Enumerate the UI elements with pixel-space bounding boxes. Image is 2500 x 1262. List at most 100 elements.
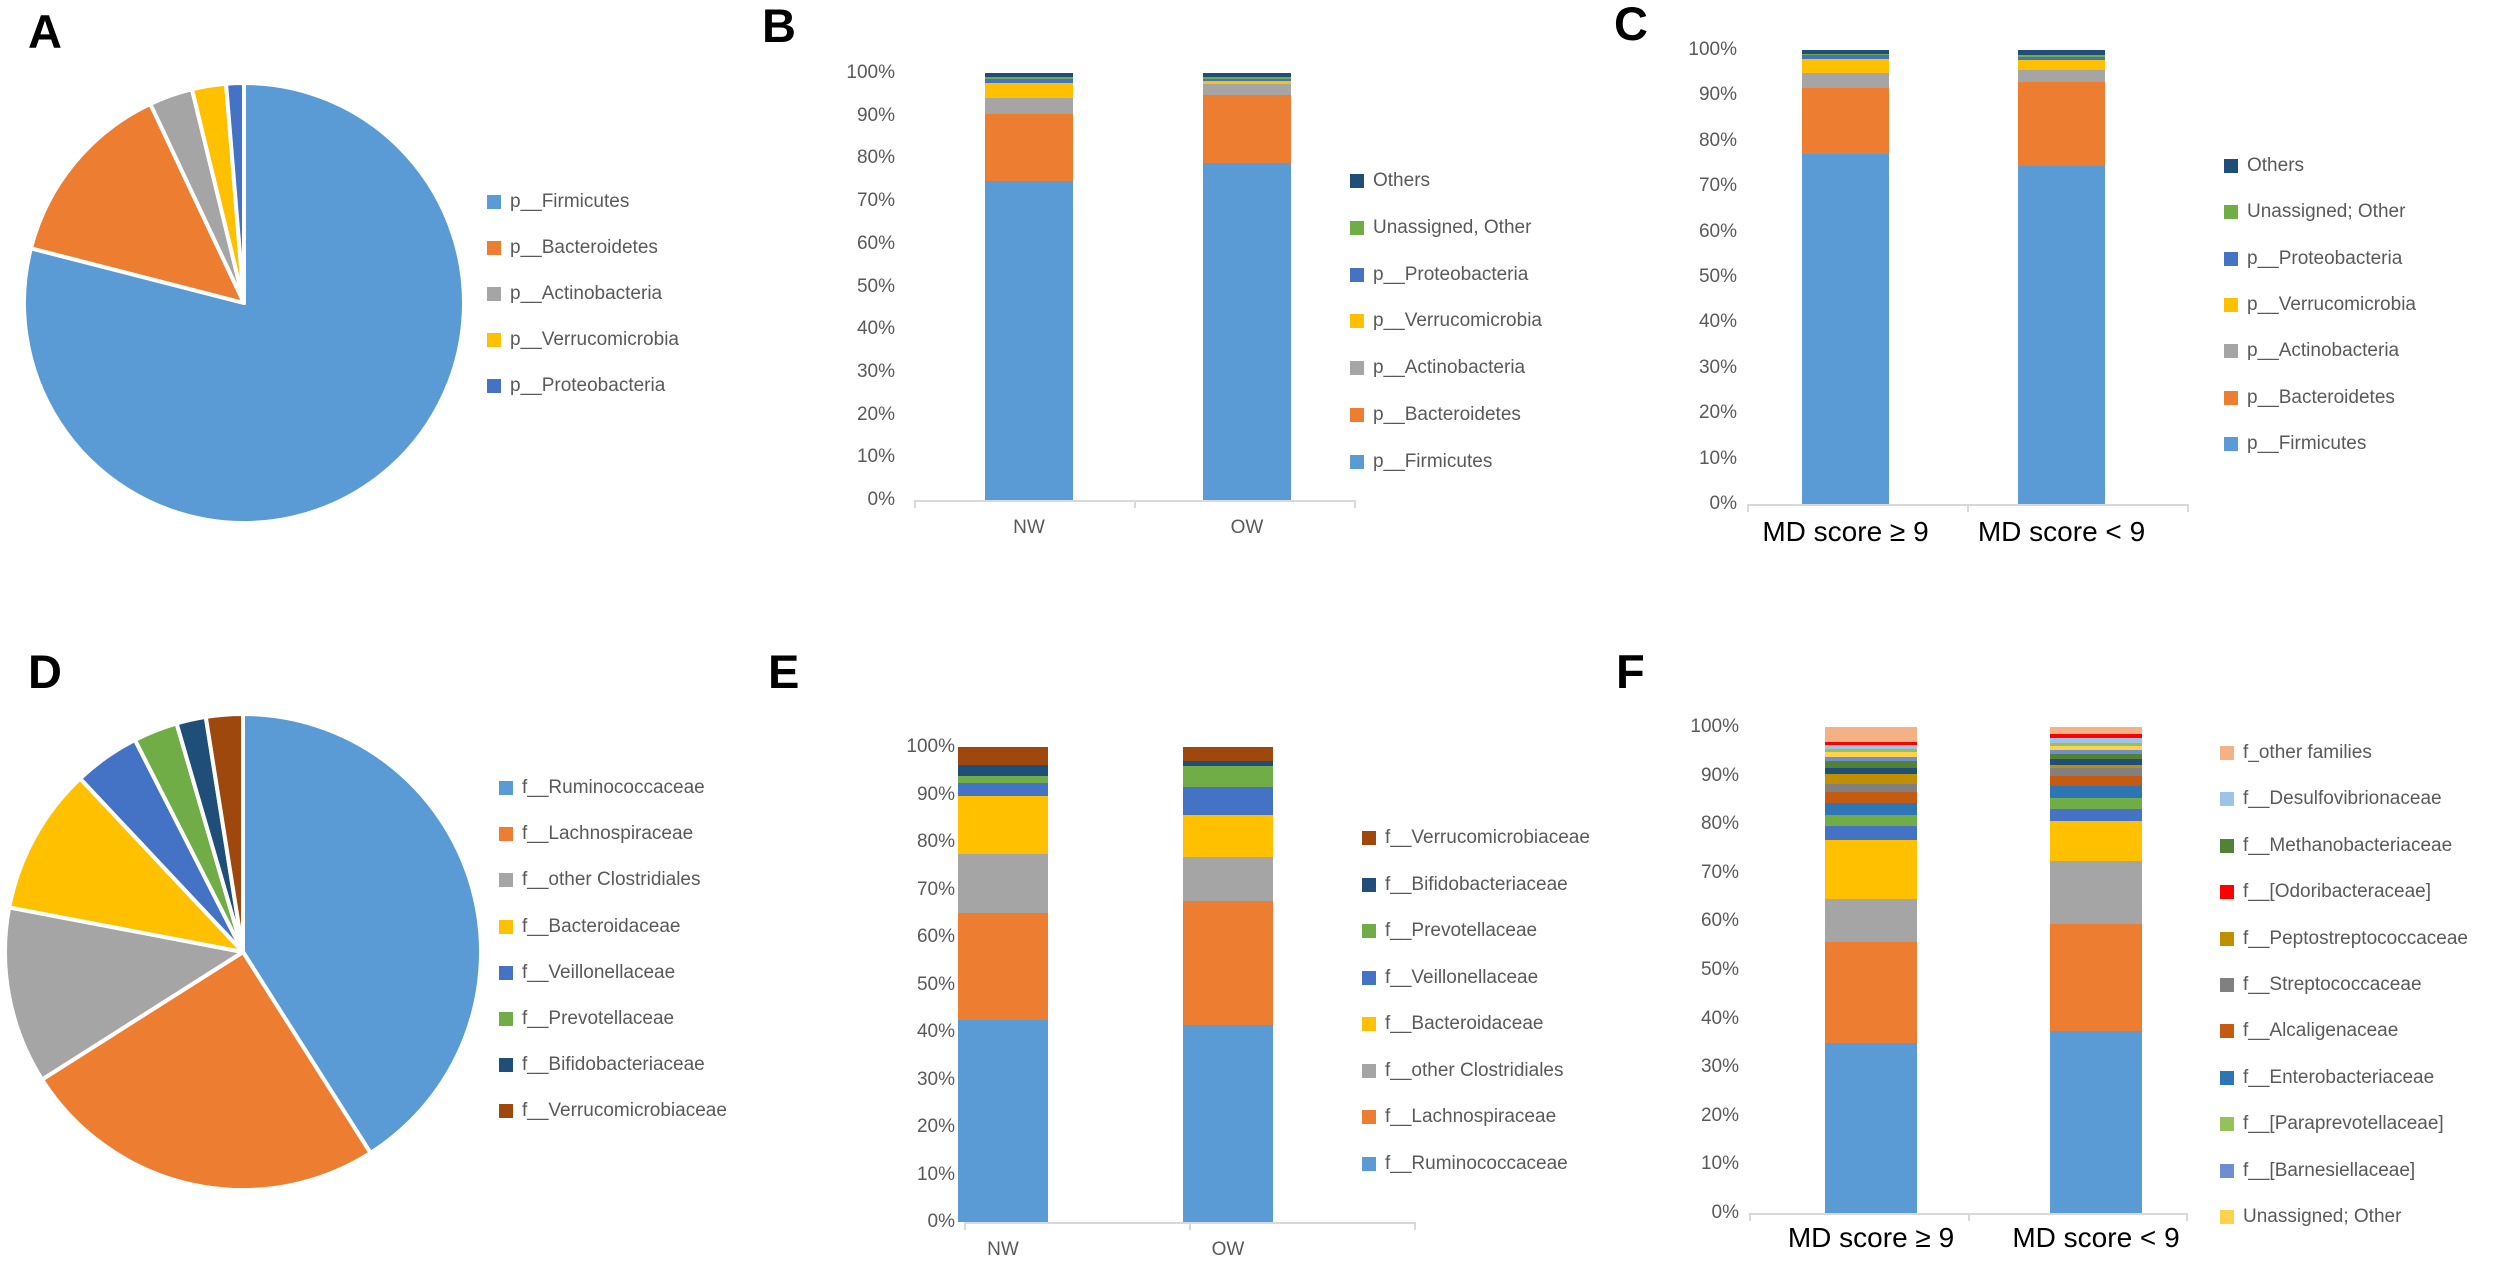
bar-segment	[1203, 162, 1291, 500]
legend-item: p__Firmicutes	[487, 191, 629, 213]
legend-item: f_other families	[2220, 742, 2372, 764]
legend-item: p__Actinobacteria	[2224, 340, 2399, 362]
legend-label: p__Actinobacteria	[2247, 340, 2400, 362]
legend-swatch	[2220, 1070, 2234, 1085]
legend-item: p__Proteobacteria	[1350, 264, 1528, 286]
bar-segment	[1203, 77, 1291, 80]
x-category-label: MD score < 9	[2012, 1222, 2180, 1253]
y-tick-label: 20%	[1700, 1104, 1739, 1126]
bar-segment	[1802, 59, 1889, 73]
y-tick-label: 30%	[856, 360, 895, 382]
legend-label: f__Alcaligenaceae	[2243, 1020, 2399, 1042]
bar-segment	[1825, 767, 1917, 774]
legend-swatch	[2224, 251, 2238, 266]
legend-swatch	[1362, 1017, 1376, 1031]
axis-tick	[1967, 504, 1969, 512]
bar-segment	[2050, 797, 2142, 809]
bar-segment	[1183, 814, 1273, 857]
y-tick-label: 100%	[1690, 716, 1739, 737]
y-tick-label: 20%	[1698, 402, 1737, 424]
legend-swatch	[1350, 314, 1364, 329]
legend-label: p__Verrucomicrobia	[510, 329, 679, 350]
bar-segment	[1203, 81, 1291, 84]
legend-item: p__Proteobacteria	[487, 375, 665, 397]
legend-swatch	[2224, 159, 2238, 173]
y-tick-label: 40%	[916, 1021, 955, 1042]
legend-swatch	[1362, 970, 1376, 985]
bar-segment	[2018, 54, 2105, 58]
bar-segment	[1203, 95, 1291, 163]
legend-swatch	[499, 827, 513, 842]
pie-slice	[7, 776, 245, 954]
y-tick-label: 90%	[856, 104, 895, 126]
x-category-label: MD score < 9	[1977, 516, 2146, 547]
legend-swatch	[2224, 205, 2238, 220]
y-tick-label: 80%	[1698, 129, 1737, 151]
legend-swatch	[2224, 344, 2238, 359]
legend-item: f__Bifidobacteriaceae	[1362, 874, 1568, 896]
legend-label: p__Verrucomicrobia	[1373, 310, 1542, 332]
legend-label: p__Bacteroidetes	[2247, 386, 2395, 408]
bar-segment	[1203, 83, 1291, 96]
pie-slice	[40, 950, 373, 1192]
legend-item: f__Verrucomicrobiaceae	[1362, 827, 1590, 849]
legend-label: f__other Clostridiales	[1385, 1059, 1564, 1081]
y-tick-label: 70%	[1698, 175, 1737, 197]
bar-segment	[1802, 72, 1889, 89]
panel-label-d: D	[28, 645, 62, 698]
axis-tick	[1134, 500, 1136, 508]
axis-tick	[1967, 1213, 1970, 1221]
x-category-label: MD score ≥ 9	[1762, 516, 1929, 547]
y-tick-label: 60%	[1700, 910, 1739, 932]
y-tick-label: 50%	[1698, 266, 1737, 287]
stacked-bar	[2018, 50, 2105, 504]
legend-item: Unassigned; Other	[2224, 201, 2405, 223]
stacked-bar	[1203, 73, 1291, 500]
legend-label: f__Ruminococcaceae	[522, 777, 705, 798]
bar-segment	[1802, 55, 1889, 60]
legend-item: Others	[1350, 170, 1430, 192]
legend-swatch	[1350, 220, 1364, 235]
legend-swatch	[2224, 436, 2238, 451]
legend-swatch	[1350, 174, 1364, 188]
y-tick-label: 70%	[856, 190, 895, 212]
panel-label-f: F	[1616, 645, 1645, 698]
bar-segment	[1825, 1042, 1917, 1213]
legend-item: f__[Paraprevotellaceae]	[2220, 1113, 2444, 1135]
y-tick-label: 90%	[1700, 764, 1739, 786]
legend-swatch	[499, 1058, 513, 1073]
legend-swatch	[1362, 831, 1376, 845]
bar-segment	[2050, 808, 2142, 821]
bar-segment	[2018, 69, 2105, 82]
bar-segment	[2050, 742, 2142, 747]
bar-segment	[2050, 786, 2142, 798]
legend-label: f__Prevotellaceae	[1385, 920, 1538, 941]
legend-label: f__Veillonellaceae	[522, 961, 676, 983]
legend-label: f__other Clostridiales	[522, 869, 701, 891]
bar-segment	[2018, 59, 2105, 70]
y-tick-label: 10%	[856, 446, 895, 468]
panel-label-b: B	[762, 0, 796, 52]
bar-segment	[1183, 856, 1273, 902]
y-tick-label: 60%	[916, 926, 955, 947]
bar-segment	[1825, 840, 1917, 899]
legend-label: p__Actinobacteria	[510, 283, 663, 304]
bar-segment	[985, 79, 1073, 84]
legend-swatch	[2220, 838, 2234, 853]
legend-label: f__Enterobacteriaceae	[2243, 1066, 2435, 1088]
legend-label: f__Bifidobacteriaceae	[1385, 873, 1568, 895]
legend-label: f__Ruminococcaceae	[1385, 1152, 1568, 1174]
legend-item: Unassigned; Other	[2220, 1206, 2401, 1228]
bar-segment	[2050, 746, 2142, 750]
legend-item: f__Veillonellaceae	[499, 962, 675, 984]
legend-label: f__[Paraprevotellaceae]	[2243, 1113, 2444, 1135]
bar-segment	[2018, 50, 2105, 55]
legend-swatch	[2220, 885, 2234, 900]
bar-segment	[2050, 737, 2142, 743]
bar-segment	[1183, 786, 1273, 815]
legend-swatch	[2220, 978, 2234, 992]
axis-tick	[914, 500, 916, 508]
legend-item: f__Streptococcaceae	[2220, 974, 2422, 996]
bar-segment	[958, 796, 1048, 855]
bar-segment	[2050, 924, 2142, 1032]
